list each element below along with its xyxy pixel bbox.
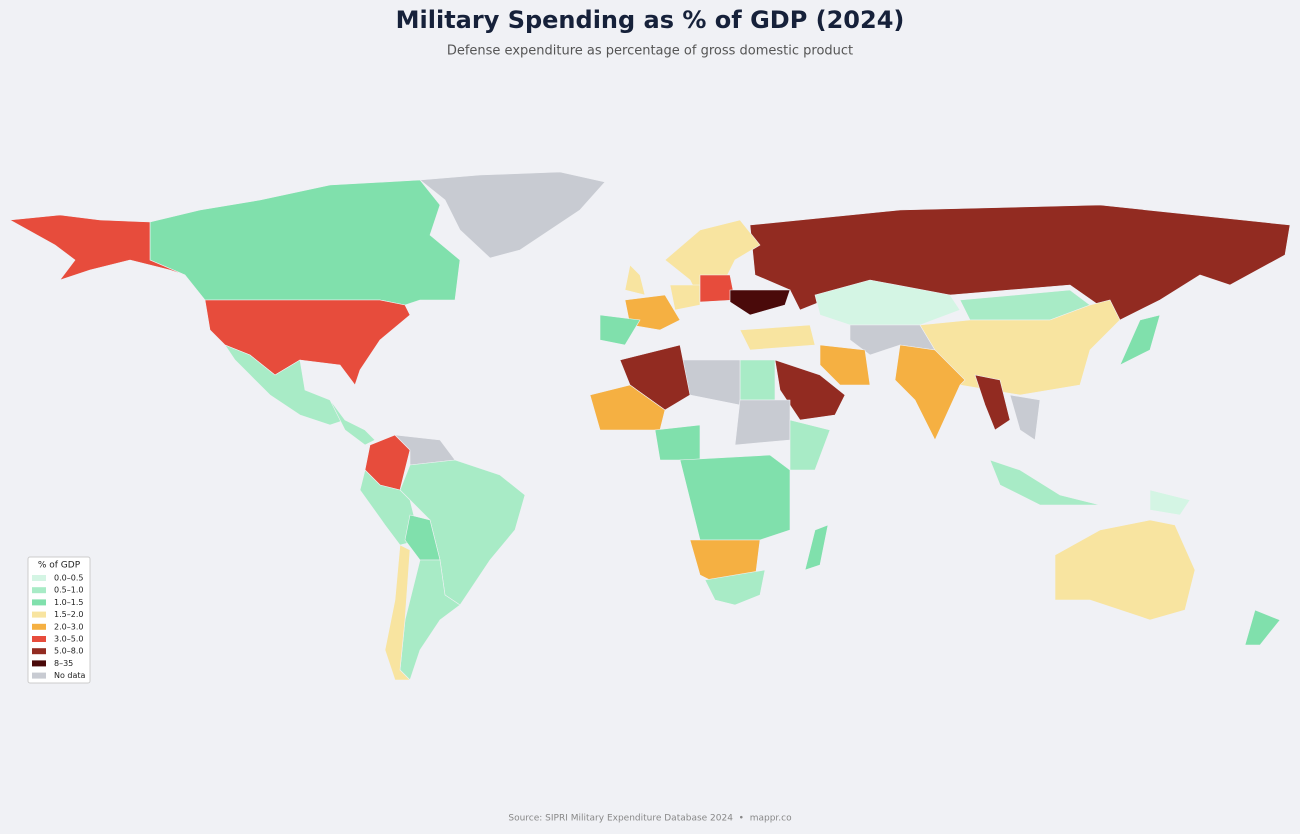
central-america xyxy=(329,399,376,446)
legend-label: 0.0–0.5 xyxy=(54,574,83,583)
myanmar xyxy=(974,374,1011,431)
legend-swatch xyxy=(32,672,46,679)
australia xyxy=(1054,519,1196,621)
legend-swatch xyxy=(32,623,46,630)
legend-label: No data xyxy=(54,671,86,680)
indochina xyxy=(1009,394,1041,441)
chile xyxy=(384,544,411,681)
legend-label: 3.0–5.0 xyxy=(54,635,83,644)
nigeria xyxy=(654,424,701,461)
legend-swatch xyxy=(32,587,46,594)
legend-title: % of GDP xyxy=(38,561,81,571)
legend-swatch xyxy=(32,611,46,618)
madagascar xyxy=(804,524,829,571)
india xyxy=(894,344,966,441)
legend-label: 8–35 xyxy=(54,659,73,668)
alaska xyxy=(9,214,186,281)
saudi-arabia xyxy=(774,359,846,421)
algeria xyxy=(619,344,691,411)
central-africa xyxy=(679,454,791,541)
kazakhstan xyxy=(814,279,961,326)
new-zealand xyxy=(1244,609,1281,646)
ukraine xyxy=(729,289,791,316)
greenland xyxy=(419,171,606,259)
canada xyxy=(149,179,461,306)
indonesia xyxy=(989,459,1101,506)
legend-swatch xyxy=(32,660,46,667)
legend-label: 0.5–1.0 xyxy=(54,586,83,595)
egypt xyxy=(739,359,776,401)
uk xyxy=(624,264,646,296)
world-map xyxy=(9,171,1291,681)
title: Military Spending as % of GDP (2024) xyxy=(396,6,905,34)
sudan xyxy=(734,399,791,446)
legend-swatch xyxy=(32,648,46,655)
germany xyxy=(669,284,701,311)
iran xyxy=(819,344,871,386)
legend: % of GDP 0.0–0.5 0.5–1.0 1.0–1.5 1.5–2.0 2.0… xyxy=(27,556,91,684)
japan xyxy=(1119,314,1161,366)
west-africa xyxy=(589,384,666,431)
legend-swatch xyxy=(32,636,46,642)
south-africa xyxy=(704,569,766,606)
ethiopia xyxy=(789,419,831,471)
papua-new-guinea xyxy=(1149,489,1191,516)
spain xyxy=(599,314,641,346)
legend-label: 2.0–3.0 xyxy=(54,622,83,631)
legend-label: 5.0–8.0 xyxy=(54,647,83,656)
legend-label: 1.0–1.5 xyxy=(54,598,83,607)
legend-swatch xyxy=(32,599,46,606)
legend-swatch xyxy=(32,575,46,581)
source: Source: SIPRI Military Expenditure Datab… xyxy=(508,814,792,824)
legend-label: 1.5–2.0 xyxy=(54,610,83,619)
turkey xyxy=(739,324,816,351)
subtitle: Defense expenditure as percentage of gro… xyxy=(447,44,853,59)
